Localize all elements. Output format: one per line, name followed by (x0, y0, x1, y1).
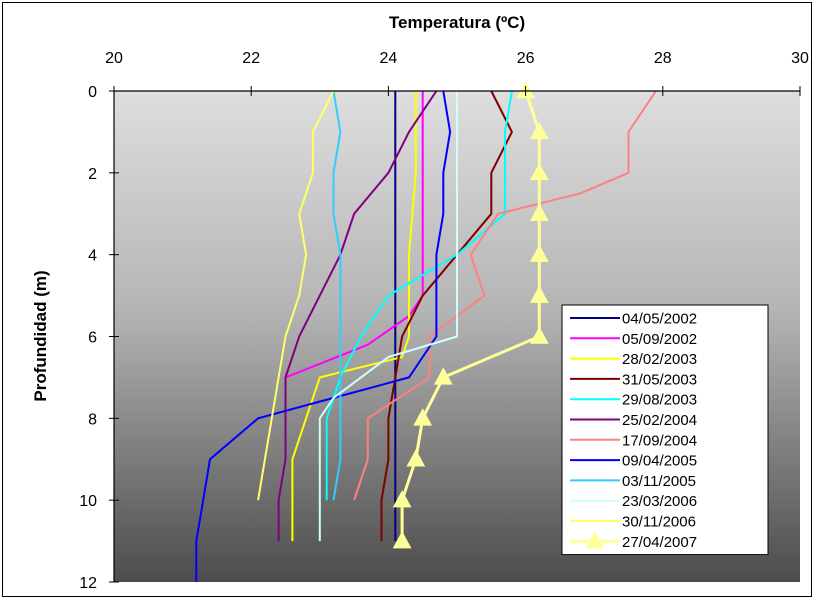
x-tick-label: 30 (791, 50, 809, 67)
y-tick-label: 8 (88, 411, 97, 428)
legend-label: 05/09/2002 (622, 331, 697, 348)
series-8 (195, 90, 452, 582)
legend-label: 30/11/2006 (622, 514, 696, 531)
legend-item: 23/03/2006 (570, 493, 697, 510)
legend-label: 29/08/2003 (622, 392, 697, 409)
legend-label: 28/02/2003 (622, 351, 697, 368)
data-point (406, 449, 426, 467)
legend-item: 09/04/2005 (570, 453, 697, 470)
data-point (529, 162, 549, 181)
series-line (257, 90, 335, 501)
series-line (318, 91, 458, 542)
series-9 (332, 90, 342, 501)
series-2 (285, 91, 424, 379)
series-line (325, 90, 513, 501)
legend-marker (585, 531, 605, 549)
y-tick-label: 2 (88, 166, 97, 183)
data-point (529, 326, 549, 344)
data-point (529, 121, 549, 140)
series-line (353, 90, 657, 501)
x-tick-label: 20 (105, 50, 123, 67)
x-tick-label: 26 (517, 50, 535, 67)
x-tick-label: 28 (654, 50, 672, 67)
legend-item: 03/11/2005 (570, 473, 696, 490)
legend-label: 23/03/2006 (622, 493, 697, 510)
legend-item: 17/09/2004 (570, 432, 697, 449)
series-line (277, 90, 438, 542)
legend-label: 09/04/2005 (622, 453, 697, 470)
legend-item: 28/02/2003 (570, 351, 697, 368)
data-point (433, 367, 453, 385)
series-10 (318, 91, 458, 542)
series-line (195, 90, 452, 582)
series-3 (291, 91, 417, 542)
data-point (529, 244, 549, 262)
series-12 (392, 80, 549, 549)
legend-item: 29/08/2003 (570, 392, 697, 409)
series-line (291, 91, 417, 542)
data-point (529, 285, 549, 303)
series-5 (325, 90, 513, 501)
x-tick-label: 22 (242, 50, 260, 67)
data-point (413, 408, 433, 426)
y-axis-title: Profundidad (m) (31, 270, 50, 401)
y-tick-label: 6 (88, 330, 97, 347)
x-axis-title: Temperatura (ºC) (389, 13, 525, 32)
legend-label: 27/04/2007 (622, 534, 697, 551)
legend-label: 03/11/2005 (622, 473, 696, 490)
legend-label: 25/02/2004 (622, 412, 697, 429)
legend-item: 04/05/2002 (570, 311, 697, 328)
series-4 (380, 90, 513, 542)
legend-item: 30/11/2006 (570, 514, 696, 531)
x-tick-label: 24 (380, 50, 398, 67)
legend-item: 25/02/2004 (570, 412, 697, 429)
y-tick-label: 0 (88, 84, 97, 101)
y-tick-label: 12 (79, 575, 97, 592)
legend-item: 27/04/2007 (570, 531, 697, 551)
series-line (332, 90, 342, 501)
legend-item: 31/05/2003 (570, 371, 697, 388)
legend-item: 05/09/2002 (570, 331, 697, 348)
legend-box (561, 304, 769, 556)
y-tick-label: 10 (79, 493, 97, 510)
y-tick-label: 4 (88, 248, 97, 265)
data-point (392, 531, 412, 549)
legend-label: 04/05/2002 (622, 311, 697, 328)
series-6 (277, 90, 438, 542)
data-point (392, 490, 412, 508)
series-11 (257, 90, 335, 501)
series-line (380, 90, 513, 542)
legend-label: 17/09/2004 (622, 432, 697, 449)
series-7 (353, 90, 657, 501)
series-line (285, 91, 424, 379)
legend-label: 31/05/2003 (622, 371, 697, 388)
data-point (529, 203, 549, 221)
